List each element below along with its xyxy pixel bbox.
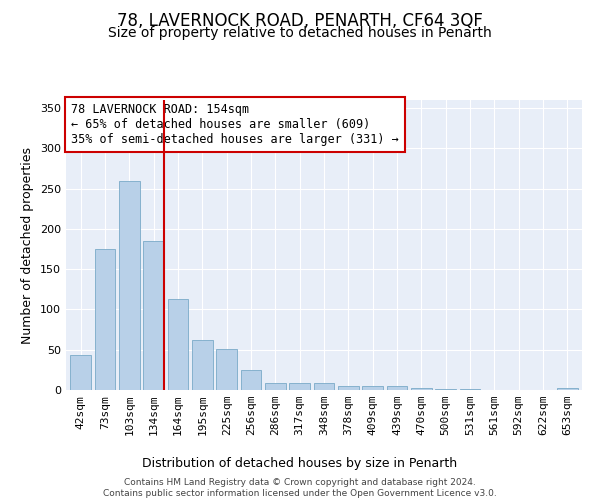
Bar — [192, 340, 212, 390]
Bar — [557, 388, 578, 390]
Text: Size of property relative to detached houses in Penarth: Size of property relative to detached ho… — [108, 26, 492, 40]
Text: Distribution of detached houses by size in Penarth: Distribution of detached houses by size … — [142, 458, 458, 470]
Bar — [289, 383, 310, 390]
Text: 78 LAVERNOCK ROAD: 154sqm
← 65% of detached houses are smaller (609)
35% of semi: 78 LAVERNOCK ROAD: 154sqm ← 65% of detac… — [71, 103, 399, 146]
Bar — [338, 386, 359, 390]
Bar — [411, 388, 432, 390]
Bar — [241, 370, 262, 390]
Text: 78, LAVERNOCK ROAD, PENARTH, CF64 3QF: 78, LAVERNOCK ROAD, PENARTH, CF64 3QF — [117, 12, 483, 30]
Y-axis label: Number of detached properties: Number of detached properties — [22, 146, 34, 344]
Bar — [95, 249, 115, 390]
Bar — [143, 241, 164, 390]
Bar — [265, 383, 286, 390]
Bar — [167, 299, 188, 390]
Bar — [70, 354, 91, 390]
Bar — [436, 389, 456, 390]
Bar — [216, 349, 237, 390]
Bar — [460, 389, 481, 390]
Bar — [119, 180, 140, 390]
Bar — [362, 386, 383, 390]
Bar — [314, 383, 334, 390]
Bar — [386, 386, 407, 390]
Text: Contains HM Land Registry data © Crown copyright and database right 2024.
Contai: Contains HM Land Registry data © Crown c… — [103, 478, 497, 498]
